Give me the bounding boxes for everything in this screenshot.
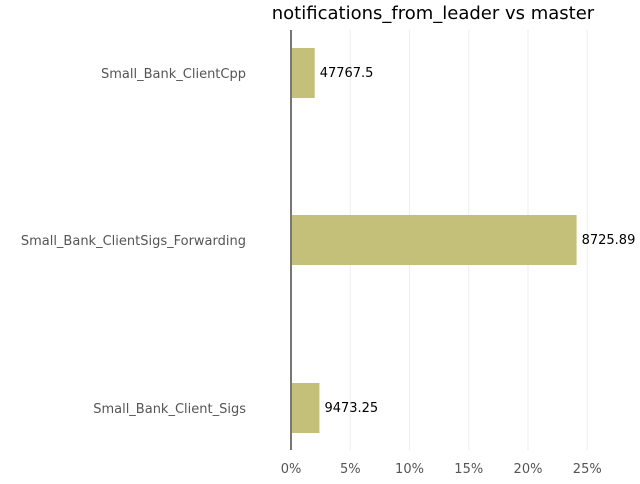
- bar-value-label: 8725.89: [582, 233, 636, 248]
- x-tick-label: 0%: [281, 462, 302, 477]
- category-label: Small_Bank_ClientSigs_Forwarding: [21, 234, 246, 249]
- category-labels: Small_Bank_ClientCpp Small_Bank_ClientSig…: [21, 67, 246, 417]
- x-tick-label: 15%: [454, 462, 483, 477]
- bar: [291, 215, 577, 265]
- bar-value-label: 9473.25: [324, 401, 378, 416]
- x-axis-ticks: 0% 5% 10% 15% 20% 25%: [281, 462, 602, 477]
- bars: [291, 48, 577, 433]
- x-tick-label: 5%: [340, 462, 361, 477]
- x-tick-label: 20%: [514, 462, 543, 477]
- category-label: Small_Bank_Client_Sigs: [93, 402, 246, 417]
- bar: [291, 48, 315, 98]
- category-label: Small_Bank_ClientCpp: [101, 67, 246, 82]
- bar-value-labels: 47767.5 8725.89 9473.25: [320, 66, 636, 416]
- x-tick-label: 10%: [395, 462, 424, 477]
- bar-value-label: 47767.5: [320, 66, 374, 81]
- bar: [291, 383, 320, 433]
- x-tick-label: 25%: [573, 462, 602, 477]
- chart-title: notifications_from_leader vs master: [272, 3, 595, 24]
